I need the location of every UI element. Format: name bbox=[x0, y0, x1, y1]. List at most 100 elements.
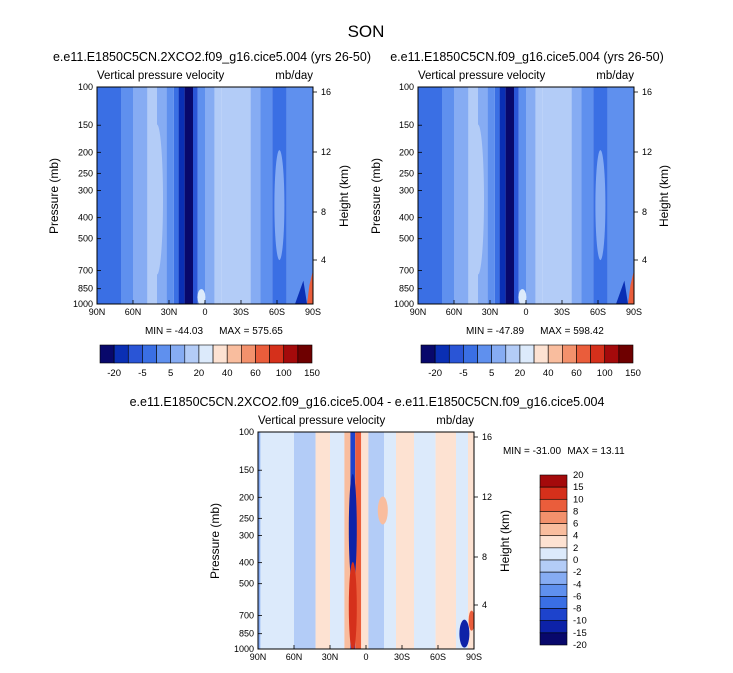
y-tick-label: 150 bbox=[399, 120, 414, 130]
panel-2-max: MAX = 598.42 bbox=[540, 326, 604, 337]
colorbar-label: 100 bbox=[597, 368, 613, 379]
colorbar-label: 150 bbox=[625, 368, 641, 379]
x-tick-label: 60S bbox=[269, 307, 285, 317]
x-tick-label: 0 bbox=[202, 307, 207, 317]
field-band bbox=[315, 432, 330, 649]
colorbar-box bbox=[198, 344, 214, 364]
field-blob bbox=[274, 150, 285, 261]
y-tick-label: 300 bbox=[239, 531, 254, 541]
panel-3-variable-label: Vertical pressure velocity bbox=[258, 415, 385, 427]
y-tick-label: 300 bbox=[78, 186, 93, 196]
y-tick-label: 100 bbox=[78, 82, 93, 92]
colorbar-box bbox=[539, 511, 568, 524]
y-right-tick-label: 12 bbox=[642, 147, 652, 157]
panel-1-title: e.e11.E1850C5CN.2XCO2.f09_g16.cice5.004 … bbox=[53, 50, 371, 64]
y-right-tick-label: 16 bbox=[482, 432, 492, 442]
field-band bbox=[384, 432, 396, 649]
colorbar-box bbox=[539, 583, 568, 597]
colorbar-label: 60 bbox=[250, 368, 261, 379]
field-blob bbox=[468, 610, 474, 631]
field-band bbox=[454, 87, 469, 304]
colorbar-box bbox=[618, 344, 634, 364]
field bbox=[258, 432, 474, 649]
colorbar-label: -10 bbox=[573, 616, 587, 627]
colorbar-box bbox=[562, 344, 577, 364]
colorbar-box bbox=[434, 344, 450, 364]
x-tick-label: 90N bbox=[410, 307, 427, 317]
y-tick-label: 400 bbox=[399, 213, 414, 223]
field-band bbox=[133, 87, 148, 304]
colorbar-box bbox=[539, 486, 568, 500]
colorbar-box bbox=[269, 344, 285, 364]
field-band bbox=[468, 432, 474, 649]
field-blob bbox=[225, 147, 248, 288]
panel-3-min: MIN = -31.00 bbox=[503, 446, 562, 457]
field-band bbox=[368, 432, 384, 649]
y-tick-label: 1000 bbox=[234, 644, 254, 654]
panel-2-min: MIN = -47.89 bbox=[466, 326, 525, 337]
field-band bbox=[178, 87, 185, 304]
panel-2-title: e.e11.E1850C5CN.f09_g16.cice5.004 (yrs 2… bbox=[390, 50, 664, 64]
field-band bbox=[581, 87, 594, 304]
panel-3-plot-area: 90N 60N 30N 0 30S 60S 90S 100 150 200 250 300 400 500… bbox=[234, 427, 492, 662]
field-band bbox=[526, 87, 536, 304]
colorbar-box bbox=[547, 344, 563, 364]
field-band bbox=[184, 87, 193, 304]
field-blob bbox=[628, 270, 634, 304]
x-tick-label: 30N bbox=[482, 307, 499, 317]
field-blob bbox=[348, 474, 357, 585]
colorbar-box bbox=[156, 344, 171, 364]
field-band bbox=[173, 87, 179, 304]
colorbar-box bbox=[477, 344, 492, 364]
colorbar-label: 60 bbox=[571, 368, 582, 379]
colorbar-label: 8 bbox=[573, 506, 578, 517]
x-tick-label: 90S bbox=[466, 652, 482, 662]
field-blob bbox=[518, 289, 527, 304]
y-right-tick-label: 16 bbox=[321, 87, 331, 97]
colorbar-label: 10 bbox=[573, 494, 584, 505]
colorbar-label: 0 bbox=[573, 555, 578, 566]
colorbar-label: -20 bbox=[107, 368, 121, 379]
colorbar-box bbox=[170, 344, 186, 364]
panel-3-title: e.e11.E1850C5CN.2XCO2.f09_g16.cice5.004 … bbox=[130, 395, 605, 409]
field-band bbox=[260, 432, 294, 649]
colorbar-box bbox=[539, 498, 568, 512]
field-band bbox=[258, 432, 261, 649]
colorbar-box bbox=[505, 344, 521, 364]
panel-3: e.e11.E1850C5CN.2XCO2.f09_g16.cice5.004 … bbox=[130, 395, 626, 662]
y-tick-label: 850 bbox=[399, 284, 414, 294]
x-tick-label: 60N bbox=[286, 652, 303, 662]
field-band bbox=[214, 87, 222, 304]
panel-3-units-label: mb/day bbox=[436, 415, 474, 427]
y-tick-label: 400 bbox=[239, 558, 254, 568]
y-right-tick-label: 12 bbox=[321, 147, 331, 157]
field-band bbox=[344, 432, 351, 649]
x-tick-label: 60N bbox=[446, 307, 463, 317]
panel-2-plot-area: 90N 60N 30N 0 30S 60S 90S 100 150 200 250 300 400 500… bbox=[394, 82, 652, 317]
y-tick-label: 200 bbox=[399, 147, 414, 157]
colorbar-label: 5 bbox=[489, 368, 494, 379]
figure-title: SON bbox=[348, 22, 385, 41]
panel-3-ylabel-right: Height (km) bbox=[498, 510, 512, 572]
colorbar-box bbox=[533, 344, 549, 364]
y-right-tick-label: 8 bbox=[321, 207, 326, 217]
panel-2-ylabel: Pressure (mb) bbox=[369, 158, 383, 234]
colorbar-box bbox=[463, 344, 478, 364]
field bbox=[418, 87, 634, 304]
colorbar-box bbox=[448, 344, 464, 364]
colorbar-box bbox=[539, 632, 568, 646]
panel-1-units-label: mb/day bbox=[275, 70, 313, 82]
colorbar-box bbox=[539, 571, 568, 585]
field-blob bbox=[459, 619, 470, 648]
colorbar-box bbox=[491, 344, 507, 364]
colorbar-box bbox=[539, 535, 568, 549]
colorbar-box bbox=[539, 559, 568, 573]
y-tick-label: 500 bbox=[399, 234, 414, 244]
panel-2-units-label: mb/day bbox=[596, 70, 634, 82]
y-tick-label: 700 bbox=[399, 265, 414, 275]
x-tick-label: 30N bbox=[161, 307, 178, 317]
field-blob bbox=[595, 150, 606, 261]
colorbar-box bbox=[297, 344, 313, 364]
field-blob bbox=[295, 280, 307, 304]
